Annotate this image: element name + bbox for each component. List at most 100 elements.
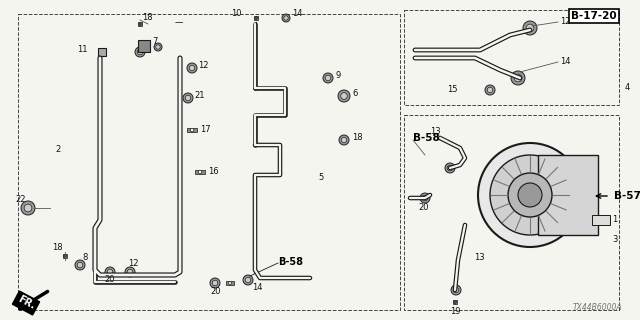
Circle shape <box>154 43 162 51</box>
Bar <box>538 155 598 235</box>
Text: 18: 18 <box>52 244 63 252</box>
Circle shape <box>63 255 67 257</box>
Bar <box>195 170 205 174</box>
Circle shape <box>282 14 290 22</box>
Circle shape <box>255 17 257 20</box>
Circle shape <box>187 63 197 73</box>
Text: 6: 6 <box>352 90 357 99</box>
Circle shape <box>508 173 552 217</box>
Text: TX44B6000A: TX44B6000A <box>572 303 622 312</box>
Circle shape <box>185 95 191 101</box>
Circle shape <box>210 278 220 288</box>
Circle shape <box>156 45 160 49</box>
Circle shape <box>518 183 542 207</box>
Circle shape <box>21 201 35 215</box>
Bar <box>226 281 234 284</box>
Text: 3: 3 <box>612 236 618 244</box>
Text: 21: 21 <box>194 92 205 100</box>
Circle shape <box>514 74 522 82</box>
Circle shape <box>478 143 582 247</box>
Text: 12: 12 <box>128 260 138 268</box>
Circle shape <box>422 195 428 201</box>
Text: 8: 8 <box>82 253 88 262</box>
Text: B-57: B-57 <box>614 191 640 201</box>
Circle shape <box>127 269 132 275</box>
Circle shape <box>189 65 195 71</box>
Bar <box>520 180 540 210</box>
Text: 13: 13 <box>430 127 440 137</box>
Circle shape <box>454 300 456 303</box>
Circle shape <box>341 137 347 143</box>
Circle shape <box>339 135 349 145</box>
Circle shape <box>135 47 145 57</box>
Text: 12: 12 <box>198 60 209 69</box>
Text: 14: 14 <box>252 284 262 292</box>
Text: 2: 2 <box>55 146 60 155</box>
Text: 15: 15 <box>447 85 458 94</box>
Circle shape <box>526 24 534 32</box>
Circle shape <box>243 275 253 285</box>
Circle shape <box>198 170 202 174</box>
Circle shape <box>420 193 430 203</box>
Circle shape <box>323 73 333 83</box>
Circle shape <box>125 267 135 277</box>
Circle shape <box>490 155 570 235</box>
Circle shape <box>75 260 85 270</box>
Circle shape <box>139 23 141 25</box>
Text: 18: 18 <box>142 13 152 22</box>
Bar <box>253 16 259 20</box>
Circle shape <box>451 285 461 295</box>
Circle shape <box>485 85 495 95</box>
Text: B-58: B-58 <box>413 133 440 143</box>
Bar <box>452 300 458 304</box>
Circle shape <box>445 163 455 173</box>
Circle shape <box>228 282 232 284</box>
Text: 19: 19 <box>450 307 461 316</box>
Text: B-17-20: B-17-20 <box>572 11 617 21</box>
Text: 16: 16 <box>208 167 219 177</box>
Text: 12: 12 <box>560 18 570 27</box>
Text: 9: 9 <box>336 71 341 81</box>
Circle shape <box>511 71 525 85</box>
Text: 7: 7 <box>152 36 157 45</box>
Text: FR.: FR. <box>16 294 36 312</box>
Circle shape <box>108 269 113 275</box>
Text: 20: 20 <box>104 276 115 284</box>
Text: 22: 22 <box>15 196 26 204</box>
Circle shape <box>487 87 493 93</box>
Text: 20: 20 <box>418 204 429 212</box>
Text: 10: 10 <box>232 10 242 19</box>
Text: 18: 18 <box>352 133 363 142</box>
Circle shape <box>24 204 32 212</box>
Text: 20: 20 <box>210 286 221 295</box>
Circle shape <box>183 93 193 103</box>
Bar <box>138 22 143 26</box>
Text: —: — <box>175 19 184 28</box>
Bar <box>592 215 610 225</box>
Text: 5: 5 <box>318 173 323 182</box>
Circle shape <box>137 49 143 55</box>
Bar <box>138 40 150 52</box>
Circle shape <box>284 16 288 20</box>
Bar <box>63 254 67 258</box>
Bar <box>404 115 619 310</box>
Circle shape <box>338 90 350 102</box>
Circle shape <box>340 93 348 99</box>
Bar <box>98 48 106 56</box>
Circle shape <box>523 21 537 35</box>
Text: 17: 17 <box>200 125 211 134</box>
Circle shape <box>325 75 331 81</box>
Circle shape <box>212 280 218 286</box>
Circle shape <box>453 287 459 293</box>
Circle shape <box>105 267 115 277</box>
Circle shape <box>77 262 83 268</box>
Text: 14: 14 <box>560 58 570 67</box>
Text: B-58: B-58 <box>278 257 303 267</box>
Bar <box>404 10 619 105</box>
Bar <box>18 14 400 310</box>
Circle shape <box>447 165 452 171</box>
Circle shape <box>245 277 251 283</box>
Text: 13: 13 <box>474 253 484 262</box>
Bar <box>187 128 197 132</box>
Text: 14: 14 <box>292 10 303 19</box>
